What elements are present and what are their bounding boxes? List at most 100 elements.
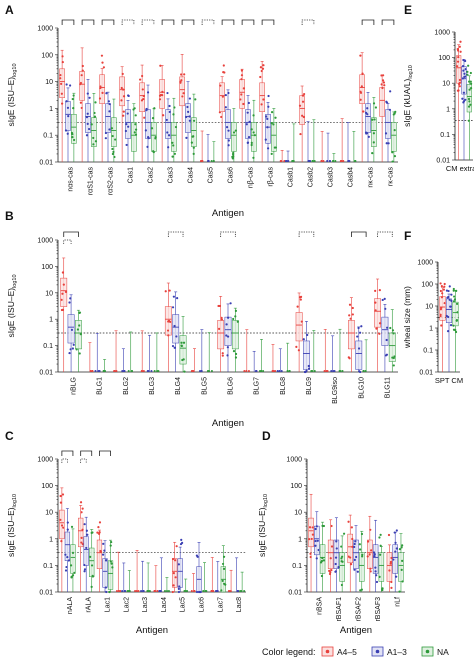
data-point [389, 560, 392, 564]
data-point [311, 370, 314, 372]
data-point [220, 589, 223, 592]
data-point [330, 545, 334, 548]
data-point [347, 520, 350, 523]
data-point [65, 565, 68, 569]
data-point [389, 326, 392, 330]
data-point [109, 560, 112, 563]
data-point [210, 160, 213, 162]
data-point [141, 74, 144, 78]
data-point [348, 303, 352, 306]
data-point [90, 564, 94, 567]
data-point [78, 311, 81, 315]
data-point [385, 338, 388, 342]
data-point [222, 64, 225, 67]
data-point [123, 370, 126, 372]
data-point [177, 587, 180, 590]
data-point [443, 285, 446, 288]
data-point [385, 353, 389, 356]
data-point [391, 329, 395, 332]
iqr-box [96, 539, 103, 569]
data-point [98, 521, 102, 524]
data-point [439, 289, 442, 293]
data-point [330, 370, 333, 372]
data-point [139, 78, 142, 81]
data-point [309, 555, 312, 559]
data-point [464, 98, 467, 101]
data-point [94, 370, 97, 372]
data-point [353, 558, 356, 561]
data-point [153, 590, 156, 592]
iqr-box [299, 95, 305, 125]
data-point [171, 141, 174, 144]
data-point [85, 134, 89, 137]
data-point [71, 551, 75, 554]
data-point [242, 87, 245, 90]
significance-bracket [161, 19, 175, 25]
data-point [262, 64, 265, 67]
data-point [66, 106, 70, 109]
data-point [462, 58, 465, 62]
data-point [307, 367, 311, 370]
iqr-box [385, 109, 391, 139]
iqr-box [225, 109, 231, 139]
x-tick-label: Cas4 [188, 167, 195, 183]
x-tick-label: BLG1 [97, 377, 104, 395]
data-point [245, 370, 248, 372]
data-point [372, 141, 375, 144]
data-point [382, 74, 385, 77]
data-point [146, 590, 149, 592]
data-point [274, 116, 277, 119]
data-point [378, 575, 381, 578]
data-point [454, 330, 458, 334]
data-point [167, 320, 170, 323]
data-point [321, 556, 324, 560]
data-point [64, 290, 68, 293]
iqr-box [245, 109, 251, 139]
data-point [142, 370, 145, 372]
data-point [173, 152, 176, 155]
data-point [97, 526, 100, 529]
data-point [359, 589, 362, 592]
y-tick-label: 10 [294, 510, 302, 517]
data-point [124, 590, 127, 592]
data-point [285, 160, 288, 162]
data-point [81, 528, 84, 531]
legend-dot-a45 [325, 649, 330, 654]
data-point [177, 590, 181, 594]
data-point [358, 548, 362, 551]
data-point [81, 507, 84, 510]
data-point [372, 132, 375, 135]
data-point [469, 103, 472, 106]
data-point [340, 545, 343, 548]
panel-letter-b: B [5, 209, 14, 223]
data-point [150, 370, 153, 372]
data-point [373, 118, 376, 121]
data-point [297, 349, 300, 352]
data-point [174, 559, 177, 562]
data-point [390, 556, 393, 560]
data-point [298, 104, 302, 107]
data-point [387, 533, 391, 537]
data-point [448, 285, 451, 288]
data-point [240, 69, 244, 72]
data-point [367, 540, 370, 543]
data-point [68, 301, 71, 304]
data-point [462, 101, 465, 104]
y-tick-label: 100 [41, 52, 53, 59]
data-point [354, 160, 357, 162]
data-point [401, 559, 404, 562]
data-point [134, 123, 137, 126]
data-point [357, 347, 361, 350]
iqr-box [59, 68, 65, 98]
data-point [360, 588, 363, 591]
iqr-box [445, 298, 453, 323]
y-tick-label: 1000 [286, 457, 302, 464]
data-point [254, 370, 257, 372]
data-point [394, 110, 397, 114]
data-point [458, 45, 461, 48]
y-tick-label: 0.01 [39, 370, 53, 377]
data-point [108, 128, 111, 131]
data-point [261, 67, 265, 70]
data-point [309, 552, 312, 555]
significance-bracket-inner [61, 458, 68, 463]
